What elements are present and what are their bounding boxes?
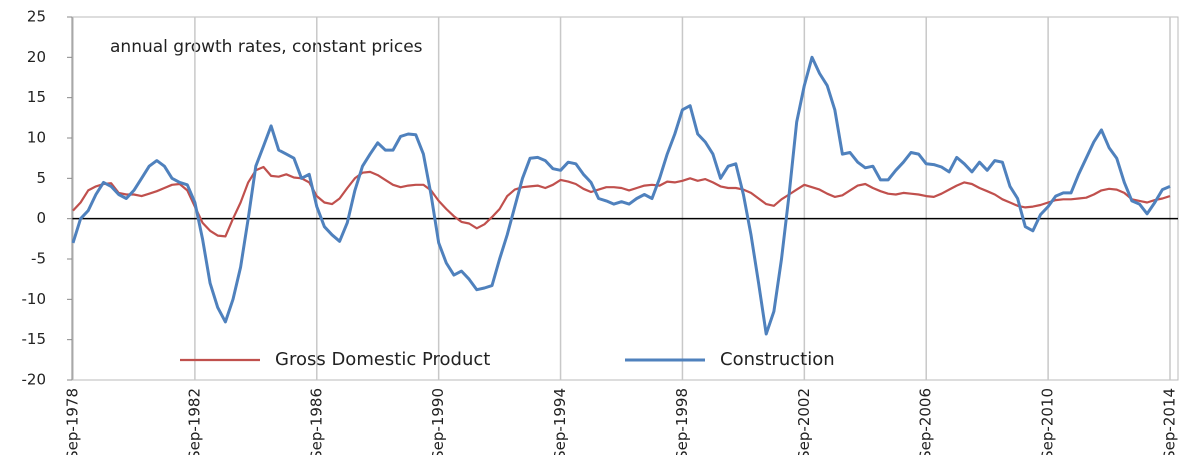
legend-label: Gross Domestic Product: [275, 349, 490, 370]
y-tick-label: 20: [27, 48, 46, 66]
x-tick-label: Sep-1982: [185, 388, 203, 455]
x-tick-label: Sep-1994: [551, 388, 569, 455]
y-tick-label: 0: [36, 209, 46, 227]
x-tick-label: Sep-2010: [1039, 388, 1057, 455]
y-tick-label: -20: [22, 371, 47, 389]
x-tick-label: Sep-1990: [429, 388, 447, 455]
annotation: annual growth rates, constant prices: [110, 37, 423, 57]
legend-label: Construction: [720, 349, 835, 370]
x-tick-label: Sep-2014: [1161, 388, 1179, 455]
y-tick-label: -10: [22, 290, 47, 308]
y-tick-label: 15: [27, 88, 46, 106]
x-tick-label: Sep-1986: [307, 388, 325, 455]
y-tick-label: -5: [31, 250, 46, 268]
plot-frame: [71, 16, 1179, 381]
x-tick-label: Sep-2006: [917, 388, 935, 455]
x-tick-label: Sep-1978: [64, 388, 82, 455]
y-tick-label: 5: [36, 169, 46, 187]
x-tick-label: Sep-2002: [795, 388, 813, 455]
y-tick-label: 25: [27, 8, 46, 26]
x-tick-label: Sep-1998: [673, 388, 691, 455]
series-line: [71, 55, 1171, 336]
y-tick-label: -15: [22, 330, 47, 348]
y-tick-label: 10: [27, 129, 46, 147]
